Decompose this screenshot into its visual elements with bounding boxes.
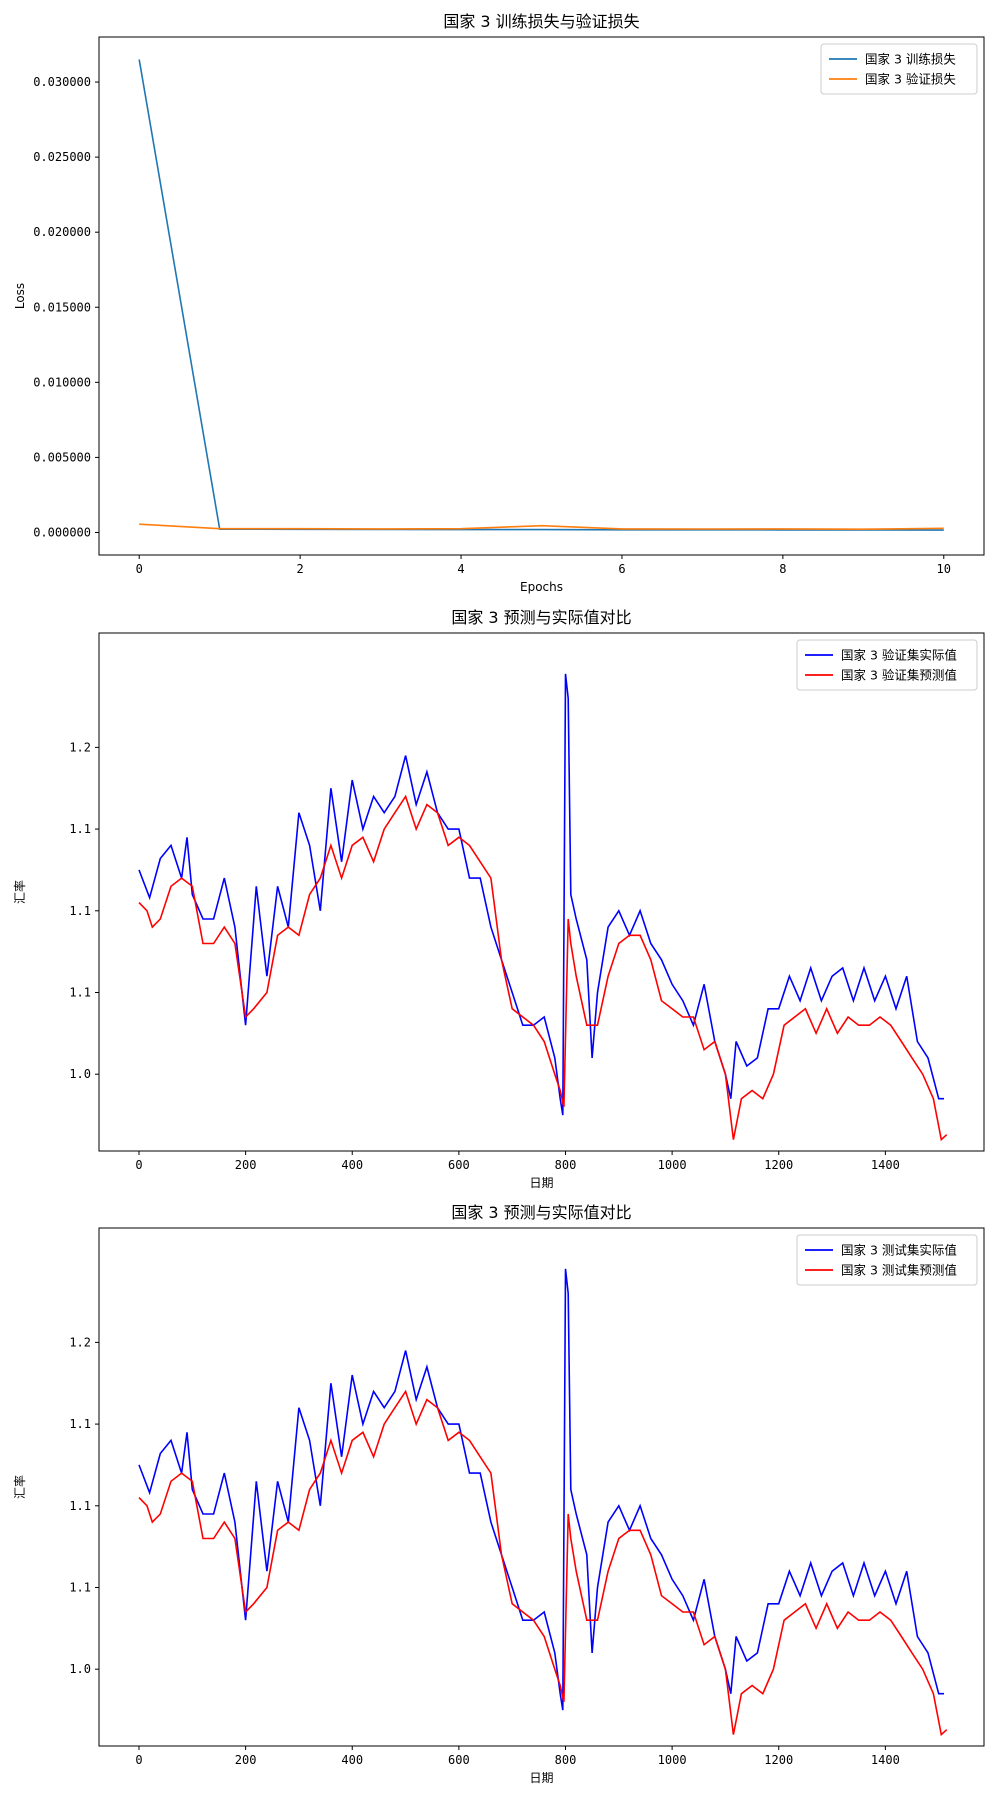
y-tick-label: 1.1 bbox=[69, 985, 91, 999]
y-tick-label: 1.1 bbox=[69, 1580, 91, 1594]
legend-label-2: 国家 3 验证损失 bbox=[865, 72, 956, 87]
chart-title: 国家 3 训练损失与验证损失 bbox=[443, 12, 639, 31]
x-tick-label: 0 bbox=[136, 562, 143, 576]
y-tick-label: 1.1 bbox=[69, 1417, 91, 1431]
y-tick-label: 1.0 bbox=[69, 1662, 91, 1676]
x-tick-label: 600 bbox=[448, 1158, 470, 1172]
x-tick-label: 0 bbox=[135, 1753, 142, 1767]
y-axis-label: 汇率 bbox=[12, 1475, 27, 1499]
x-tick-label: 2 bbox=[297, 562, 304, 576]
chart-panel-3: 国家 3 预测与实际值对比 0 200 400 600 800 1000 1200 1400 1.… bbox=[12, 1203, 985, 1785]
chart-title: 国家 3 预测与实际值对比 bbox=[451, 608, 631, 627]
x-tick-label: 1200 bbox=[764, 1158, 793, 1172]
axes-frame bbox=[98, 36, 985, 556]
x-tick-label: 400 bbox=[341, 1158, 363, 1172]
y-tick-label: 1.2 bbox=[69, 740, 91, 754]
x-axis-label: 日期 bbox=[529, 1771, 553, 1785]
y-tick-label: 1.1 bbox=[69, 904, 91, 918]
y-tick-label: 0.020000 bbox=[33, 225, 91, 239]
series-line-2 bbox=[139, 523, 944, 531]
series-line-2 bbox=[138, 794, 948, 1142]
legend-label-2: 国家 3 验证集预测值 bbox=[841, 668, 957, 683]
x-tick-label: 4 bbox=[457, 562, 464, 576]
x-axis-label: 日期 bbox=[529, 1176, 553, 1190]
legend-box bbox=[796, 1234, 978, 1286]
axes-frame bbox=[98, 632, 985, 1152]
legend-label-1: 国家 3 验证集实际值 bbox=[841, 648, 957, 663]
x-tick-label: 1400 bbox=[871, 1753, 900, 1767]
series-line-1 bbox=[138, 673, 944, 1116]
y-tick-label: 0.015000 bbox=[33, 300, 91, 314]
y-tick-label: 1.1 bbox=[69, 822, 91, 836]
series-line-1 bbox=[138, 1268, 944, 1711]
chart-panel-1: 国家 3 训练损失与验证损失 0 2 4 6 8 10 0.000000 0.005000 0.0… bbox=[13, 12, 985, 594]
legend-box bbox=[820, 43, 978, 95]
series-line-1 bbox=[138, 59, 944, 531]
legend-label-1: 国家 3 测试集实际值 bbox=[841, 1243, 957, 1258]
x-tick-label: 10 bbox=[937, 562, 951, 576]
x-tick-label: 1000 bbox=[658, 1753, 687, 1767]
x-tick-label: 400 bbox=[341, 1753, 363, 1767]
x-tick-label: 0 bbox=[135, 1158, 142, 1172]
axes-frame bbox=[98, 1227, 985, 1747]
x-tick-label: 8 bbox=[779, 562, 786, 576]
y-tick-label: 0.025000 bbox=[33, 150, 91, 164]
x-tick-label: 200 bbox=[235, 1158, 257, 1172]
x-tick-label: 1000 bbox=[658, 1158, 687, 1172]
y-tick-label: 0.005000 bbox=[33, 450, 91, 464]
chart-panel-2: 国家 3 预测与实际值对比 0 200 400 600 800 1000 1200 1400 1.… bbox=[12, 608, 985, 1190]
x-tick-label: 1200 bbox=[764, 1753, 793, 1767]
y-axis-label: 汇率 bbox=[12, 880, 27, 904]
y-tick-label: 0.010000 bbox=[33, 375, 91, 389]
y-axis-label: Loss bbox=[13, 283, 27, 309]
x-tick-label: 800 bbox=[555, 1753, 577, 1767]
y-tick-label: 0.000000 bbox=[33, 525, 91, 539]
x-axis-label: Epochs bbox=[520, 580, 563, 594]
legend-box bbox=[796, 639, 978, 691]
x-tick-label: 1400 bbox=[871, 1158, 900, 1172]
x-tick-label: 600 bbox=[448, 1753, 470, 1767]
y-tick-label: 1.1 bbox=[69, 1499, 91, 1513]
series-line-2 bbox=[138, 1389, 948, 1737]
legend-label-1: 国家 3 训练损失 bbox=[865, 52, 956, 67]
y-tick-label: 0.030000 bbox=[33, 75, 91, 89]
legend-label-2: 国家 3 测试集预测值 bbox=[841, 1263, 957, 1278]
x-tick-label: 6 bbox=[618, 562, 625, 576]
y-tick-label: 1.2 bbox=[69, 1335, 91, 1349]
x-tick-label: 800 bbox=[555, 1158, 577, 1172]
y-tick-label: 1.0 bbox=[69, 1067, 91, 1081]
x-tick-label: 200 bbox=[235, 1753, 257, 1767]
chart-title: 国家 3 预测与实际值对比 bbox=[451, 1203, 631, 1222]
